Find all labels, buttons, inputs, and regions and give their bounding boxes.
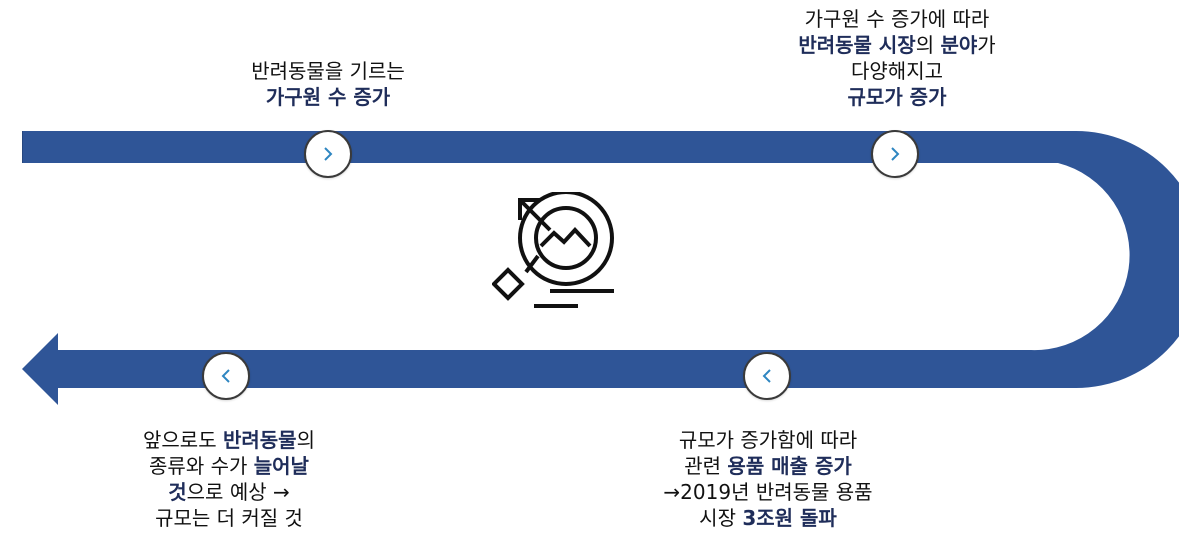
caption-line: 앞으로도 반려동물의: [98, 427, 360, 453]
caption-text: 규모는 더 커질 것: [155, 506, 303, 530]
caption-emphasis: 용품 매출 증가: [727, 454, 852, 478]
caption-line: 다양해지고: [766, 58, 1028, 84]
step-4-next-button[interactable]: [202, 352, 250, 400]
chevron-left-icon: [762, 369, 771, 383]
chevron-left-icon: [221, 369, 230, 383]
caption-line: 반려동물을 기르는: [220, 58, 436, 84]
caption-text: 관련: [684, 454, 728, 478]
step-1-caption: 반려동물을 기르는 가구원 수 증가: [220, 58, 436, 110]
caption-text: 으로 예상 →: [186, 480, 290, 504]
caption-line: 규모가 증가: [766, 84, 1028, 110]
step-3-caption: 규모가 증가함에 따라 관련 용품 매출 증가 →2019년 반려동물 용품 시장 3…: [622, 427, 914, 531]
caption-text: 종류와 수가: [149, 454, 254, 478]
caption-line: 시장 3조원 돌파: [622, 505, 914, 531]
caption-text: 의: [296, 428, 315, 452]
step-2-caption: 가구원 수 증가에 따라 반려동물 시장의 분야가 다양해지고 규모가 증가: [766, 6, 1028, 110]
caption-text: 앞으로도: [143, 428, 223, 452]
caption-line: 관련 용품 매출 증가: [622, 453, 914, 479]
caption-emphasis: 반려동물: [222, 428, 297, 452]
caption-text: 의: [915, 33, 941, 57]
caption-line: 규모가 증가함에 따라: [622, 427, 914, 453]
caption-emphasis: 것: [168, 480, 187, 504]
caption-line: 가구원 수 증가에 따라: [766, 6, 1028, 32]
caption-line: 가구원 수 증가: [220, 84, 436, 110]
track-band: [22, 131, 1179, 405]
caption-text: 규모가 증가함에 따라: [678, 428, 858, 452]
caption-text: →2019년 반려동물 용품: [663, 480, 873, 504]
caption-text: 가: [977, 33, 996, 57]
caption-emphasis: 반려동물 시장: [798, 33, 916, 57]
step-2-next-button[interactable]: [871, 130, 919, 178]
caption-text: 다양해지고: [851, 59, 943, 83]
caption-line: 규모는 더 커질 것: [98, 505, 360, 531]
caption-emphasis: 늘어날: [253, 454, 309, 478]
caption-emphasis: 분야: [940, 33, 978, 57]
target-growth-icon: [491, 190, 618, 318]
caption-line: 것으로 예상 →: [98, 479, 360, 505]
step-1-next-button[interactable]: [304, 130, 352, 178]
caption-text: 가구원 수 증가에 따라: [804, 7, 990, 31]
caption-line: →2019년 반려동물 용품: [622, 479, 914, 505]
step-3-next-button[interactable]: [743, 352, 791, 400]
caption-text: 반려동물을 기르는: [251, 59, 405, 83]
caption-text: 시장: [699, 506, 743, 530]
chevron-right-icon: [891, 147, 900, 161]
step-4-caption: 앞으로도 반려동물의 종류와 수가 늘어날 것으로 예상 → 규모는 더 커질 것: [98, 427, 360, 531]
chevron-right-icon: [324, 147, 333, 161]
caption-emphasis: 규모가 증가: [847, 85, 947, 109]
caption-line: 반려동물 시장의 분야가: [766, 32, 1028, 58]
caption-emphasis: 3조원 돌파: [742, 506, 837, 530]
caption-emphasis: 가구원 수 증가: [265, 85, 391, 109]
caption-line: 종류와 수가 늘어날: [98, 453, 360, 479]
